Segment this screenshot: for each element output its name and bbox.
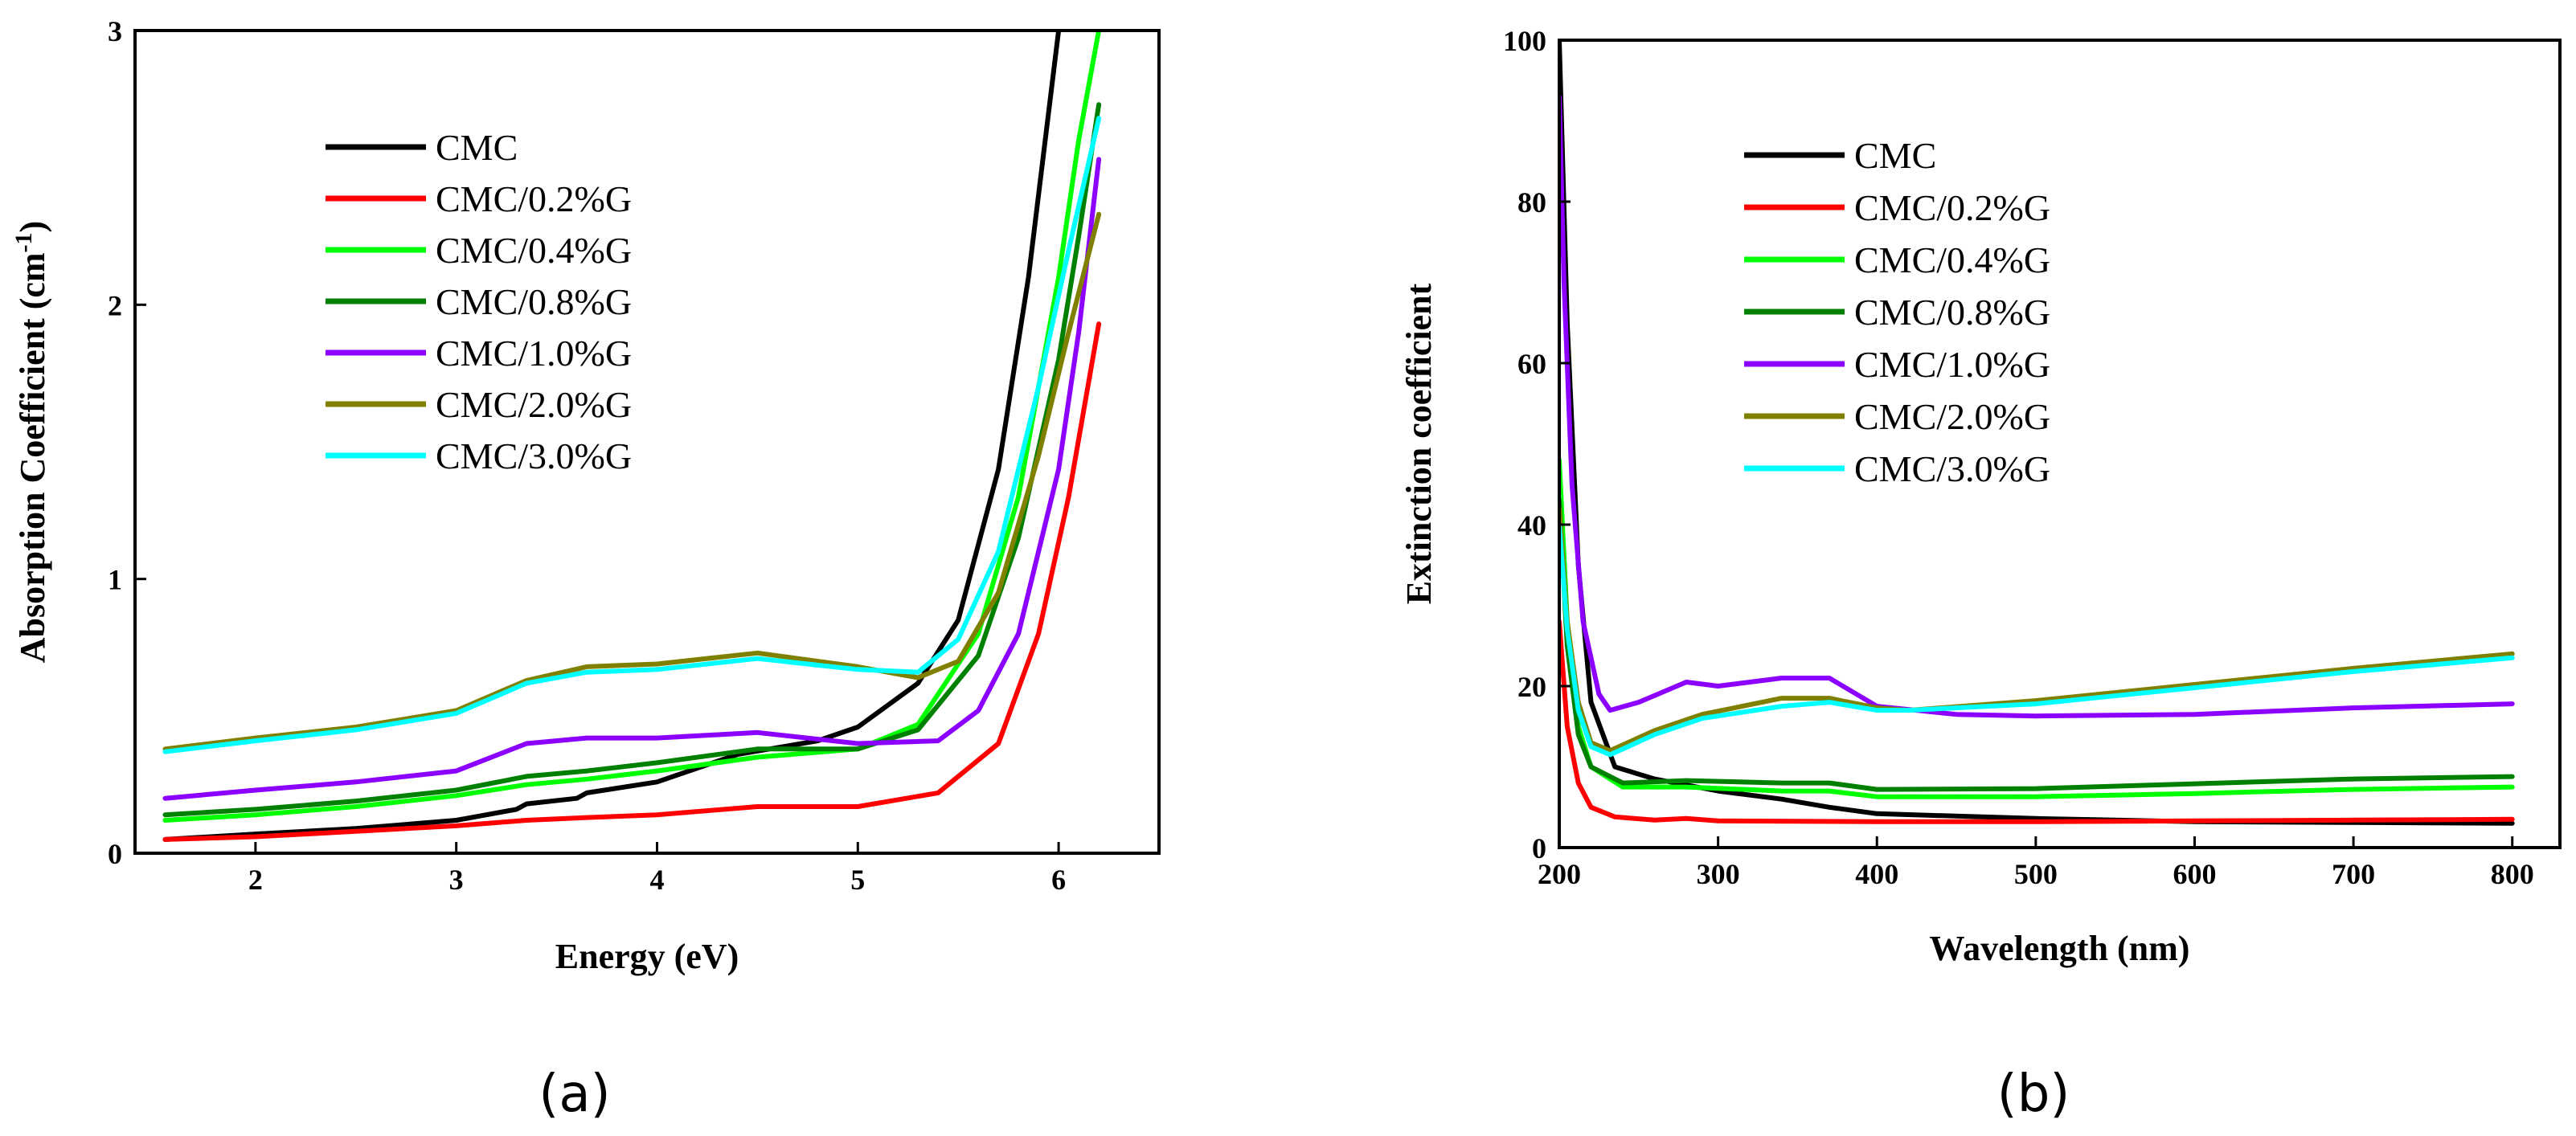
legend-label: CMC/1.0%G (436, 333, 632, 374)
y-axis-title-text: Extinction coefficient (1399, 283, 1439, 604)
panel-caption: (b) (1997, 1064, 2070, 1124)
y-tick-label: 3 (108, 15, 122, 47)
y-tick-label: 20 (1517, 671, 1546, 703)
series-line-cmc-1-0-g (1559, 94, 2515, 719)
legend: CMC CMC/0.2%G CMC/0.4%G CMC/0.8%G CMC/1.0%G C… (326, 127, 632, 476)
series-line-cmc-1-0-g (162, 157, 1102, 801)
y-tick-label: 1 (108, 564, 122, 596)
legend-label: CMC/0.4%G (436, 230, 632, 271)
series-line-cmc-0-4-g (1559, 457, 2515, 799)
legend-label: CMC/1.0%G (1854, 344, 2050, 385)
series-line-cmc-0-8-g (162, 102, 1102, 818)
legend-label: CMC (1854, 135, 1936, 176)
series-group (1559, 40, 2515, 826)
legend: CMC CMC/0.2%G CMC/0.4%G CMC/0.8%G CMC/1.0%G C… (1744, 135, 2050, 489)
series-line-cmc-2-0-g (162, 211, 1102, 752)
y-tick-label: 100 (1503, 25, 1546, 57)
legend-label: CMC/0.4%G (1854, 239, 2050, 280)
y-tick-label: 0 (108, 838, 122, 870)
x-tick-label: 3 (449, 864, 464, 896)
legend-label: CMC/0.8%G (1854, 292, 2050, 333)
panel-caption: (a) (539, 1064, 610, 1124)
series-line-cmc (162, 31, 1062, 842)
legend-label: CMC/0.2%G (1854, 187, 2050, 228)
legend-label: CMC/3.0%G (436, 435, 632, 476)
legend-label: CMC (436, 127, 518, 168)
x-tick-label: 400 (1855, 858, 1898, 890)
x-tick-label: 700 (2332, 858, 2375, 890)
legend-label: CMC/0.2%G (436, 178, 632, 219)
y-axis-title: Absorption Coefficient (cm-1) (10, 221, 52, 663)
series-line-cmc-0-4-g (162, 31, 1102, 823)
x-tick-label: 500 (2014, 858, 2058, 890)
plot-frame (133, 29, 1161, 855)
series-line-cmc-0-2-g (162, 321, 1102, 842)
x-tick-label: 6 (1051, 864, 1066, 896)
legend-label: CMC/3.0%G (1854, 448, 2050, 489)
x-tick-label: 4 (649, 864, 664, 896)
plot-frame (1558, 39, 2562, 849)
x-tick-label: 5 (850, 864, 865, 896)
y-tick-label: 2 (108, 289, 122, 321)
series-line-cmc-3-0-g (162, 116, 1102, 754)
series-line-cmc-3-0-g (1559, 522, 2515, 758)
x-tick-label: 600 (2173, 858, 2216, 890)
y-axis-title-superscript: -1 (10, 232, 37, 252)
legend-label: CMC/0.8%G (436, 281, 632, 322)
series-group (162, 31, 1102, 842)
panel-b: 200 300 400 500 600 700 800 0 20 40 60 80 100 Wavelen… (1399, 25, 2562, 1124)
y-tick-label: 0 (1532, 832, 1546, 864)
series-line-cmc-0-8-g (1559, 497, 2515, 792)
series-line-cmc-0-2-g (1559, 619, 2515, 824)
legend-label: CMC/2.0%G (436, 384, 632, 425)
y-tick-label: 40 (1517, 509, 1546, 541)
panel-a: 2 3 4 5 6 0 1 2 3 Energy (eV) Absorption Coefficie… (10, 15, 1161, 1124)
y-tick-label: 60 (1517, 348, 1546, 380)
y-axis-title-close: ) (13, 221, 52, 233)
x-axis-title: Energy (eV) (555, 937, 739, 976)
x-axis-title: Wavelength (nm) (1930, 929, 2190, 968)
y-axis-title: Extinction coefficient (1399, 283, 1439, 604)
x-tick-label: 300 (1697, 858, 1740, 890)
y-axis-title-text: Absorption Coefficient (cm (13, 252, 52, 663)
x-tick-label: 2 (248, 864, 263, 896)
legend-label: CMC/2.0%G (1854, 396, 2050, 437)
x-tick-label: 800 (2491, 858, 2534, 890)
y-tick-label: 80 (1517, 186, 1546, 219)
x-tick-label: 200 (1538, 858, 1581, 890)
